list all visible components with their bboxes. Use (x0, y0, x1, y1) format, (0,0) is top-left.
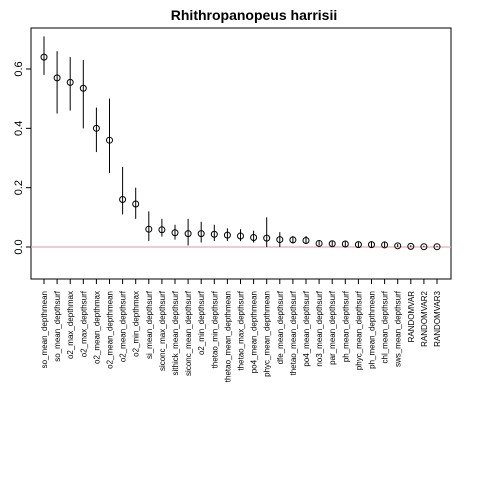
data-point (381, 241, 389, 249)
data-point (394, 242, 402, 250)
data-point (132, 200, 140, 208)
x-tick-label: so_mean_depthmean (40, 291, 49, 368)
data-point (66, 78, 74, 86)
x-tick-label: phyc_mean_depthsurf (354, 290, 363, 370)
data-point (92, 124, 100, 132)
data-point (79, 84, 87, 92)
x-tick-label: o2_mean_depthmean (106, 291, 115, 369)
data-point (368, 241, 375, 249)
x-tick-label: po4_mean_depthmean (250, 291, 259, 373)
data-point (210, 230, 218, 238)
data-point (106, 136, 113, 144)
y-tick-label: 0.6 (13, 61, 25, 76)
x-tick-label: dfe_mean_depthsurf (276, 290, 285, 364)
x-tick-label: ph_mean_depthmean (368, 291, 377, 369)
data-point (237, 232, 244, 240)
y-tick-label: 0.2 (13, 180, 25, 195)
data-point (40, 53, 48, 61)
plot-area: 0.0 0.2 0.4 0.6 so_mean_depthmean so_mean_dep… (13, 27, 452, 382)
x-tick-label: ph_mean_depthsurf (341, 290, 350, 362)
x-tick-label: sws_mean_depthsurf (394, 290, 403, 367)
x-tick-label: siconc_mean_depthsurf (184, 290, 193, 376)
x-tick-label: o2_min_depthsurf (197, 290, 206, 355)
data-point (289, 236, 297, 244)
x-tick-label: par_mean_depthsurf (328, 290, 337, 365)
data-point (184, 230, 192, 238)
data-point (263, 234, 271, 242)
x-tick-label: RANDOMVAR (407, 291, 416, 343)
data-point (145, 225, 153, 233)
data-point (53, 74, 61, 82)
x-tick-label: o2_mean_depthmax (92, 291, 101, 364)
x-tick-label: o2_max_depthsurf (79, 290, 88, 357)
data-point (119, 196, 127, 204)
x-tick-label: no3_mean_depthsurf (315, 290, 324, 366)
data-point (341, 240, 349, 248)
x-tick-label: po4_mean_depthsurf (302, 290, 311, 366)
x-tick-label: phyc_mean_depthmean (263, 291, 272, 377)
data-point (328, 240, 336, 248)
data-point (315, 239, 323, 247)
data-point (250, 234, 258, 242)
data-point (158, 226, 166, 234)
y-tick-label: 0.4 (13, 121, 25, 136)
x-tick-label: siconc_max_depthsurf (158, 290, 167, 371)
x-tick-label: o2_min_depthmax (132, 291, 141, 357)
x-tick-label: o2_mean_depthsurf (119, 290, 128, 362)
x-tick-label: thetao_mean_depthsurf (289, 290, 298, 375)
data-point (197, 230, 205, 238)
data-point (407, 242, 415, 250)
plot-frame (30, 27, 452, 280)
x-tick-label: si_mean_depthsurf (145, 290, 154, 359)
x-tick-label: chl_mean_depthsurf (381, 290, 390, 363)
data-point (420, 243, 428, 251)
data-point (433, 243, 441, 251)
data-point (223, 231, 231, 239)
x-tick-label: o2_max_depthmax (66, 291, 75, 359)
x-tick-label: RANDOMVAR3 (433, 290, 442, 346)
x-tick-label: thetao_min_depthsurf (210, 290, 219, 368)
data-point (354, 241, 362, 249)
data-point (276, 236, 284, 244)
x-tick-label: RANDOMVAR2 (420, 290, 429, 346)
x-tick-label: so_mean_depthsurf (53, 290, 62, 361)
x-tick-label: thetao_max_depthsurf (237, 290, 246, 370)
chart-title: Rhithropanopeus harrisii (171, 7, 337, 23)
data-point (302, 236, 310, 244)
y-tick-label: 0.0 (13, 239, 25, 254)
x-tick-label: sithick_mean_depthsurf (171, 290, 180, 375)
x-tick-label: thetao_mean_depthmean (223, 291, 232, 382)
data-point (171, 229, 179, 237)
